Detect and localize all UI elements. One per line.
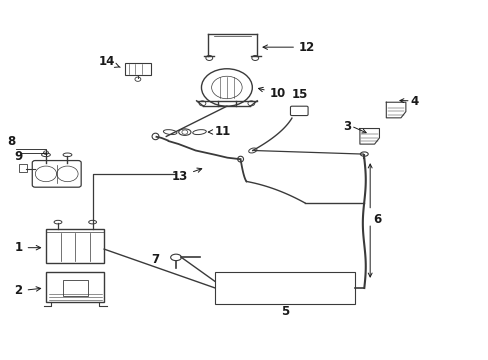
Text: 8: 8: [8, 135, 16, 148]
Ellipse shape: [63, 153, 72, 157]
Text: 14: 14: [98, 55, 120, 68]
Ellipse shape: [192, 130, 206, 135]
Text: 9: 9: [14, 150, 22, 163]
Text: 11: 11: [208, 125, 230, 138]
Text: 4: 4: [410, 95, 418, 108]
Bar: [215, 272, 354, 304]
FancyBboxPatch shape: [290, 106, 307, 116]
Bar: [46, 272, 104, 302]
Text: 2: 2: [15, 284, 41, 297]
Bar: [19, 165, 27, 172]
Ellipse shape: [152, 133, 159, 140]
Ellipse shape: [88, 220, 96, 224]
Text: 7: 7: [151, 253, 159, 266]
Text: 5: 5: [280, 305, 288, 318]
Ellipse shape: [41, 153, 50, 157]
Ellipse shape: [170, 254, 181, 261]
FancyBboxPatch shape: [125, 63, 150, 75]
Ellipse shape: [179, 129, 191, 135]
Ellipse shape: [54, 220, 62, 224]
Text: 3: 3: [342, 120, 350, 132]
Ellipse shape: [163, 130, 177, 135]
Text: 1: 1: [15, 241, 41, 254]
Text: 13: 13: [171, 168, 202, 183]
Ellipse shape: [360, 152, 367, 156]
FancyBboxPatch shape: [32, 161, 81, 187]
Text: 10: 10: [258, 87, 285, 100]
Text: 6: 6: [372, 213, 381, 226]
Ellipse shape: [237, 156, 243, 162]
Text: 15: 15: [291, 88, 308, 101]
Bar: [62, 280, 88, 296]
Bar: [46, 229, 104, 263]
Text: 12: 12: [263, 41, 315, 54]
Ellipse shape: [248, 148, 256, 153]
